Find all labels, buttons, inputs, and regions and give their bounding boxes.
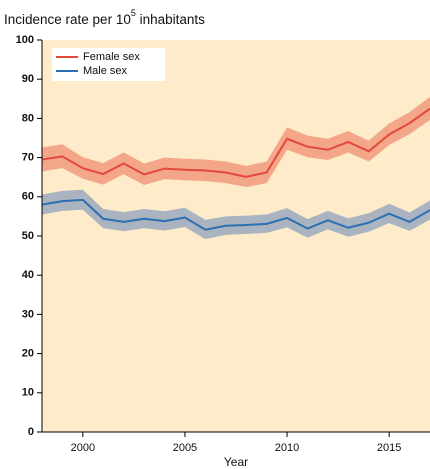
title-superscript: 5 [131,8,136,18]
legend-box [52,48,165,81]
legend-label: Male sex [83,65,128,77]
confidence-band [42,96,430,187]
y-tick-label: 70 [22,152,34,164]
x-tick-label: 2015 [377,442,401,454]
x-tick-label: 2005 [173,442,197,454]
y-tick-label: 50 [22,230,34,242]
chart-title: Incidence rate per 105 inhabitants [4,8,205,26]
y-tick-label: 80 [22,112,34,124]
y-tick-label: 40 [22,269,34,281]
y-tick-label: 20 [22,348,34,360]
x-tick-label: 2010 [275,442,299,454]
y-tick-label: 30 [22,308,34,320]
series-line [41,198,430,231]
plot-background [42,40,430,432]
y-tick-label: 100 [16,34,34,46]
x-tick-label: 2000 [71,442,95,454]
y-tick-label: 10 [22,387,34,399]
legend-label: Female sex [83,51,140,63]
confidence-band [42,189,430,240]
title-text: inhabitants [136,12,205,27]
x-axis-label: Year [224,455,248,469]
y-tick-label: 90 [22,73,34,85]
y-tick-label: 0 [28,426,34,438]
y-tick-label: 60 [22,191,34,203]
series-line [41,107,430,178]
title-text: Incidence rate per 10 [4,12,131,27]
